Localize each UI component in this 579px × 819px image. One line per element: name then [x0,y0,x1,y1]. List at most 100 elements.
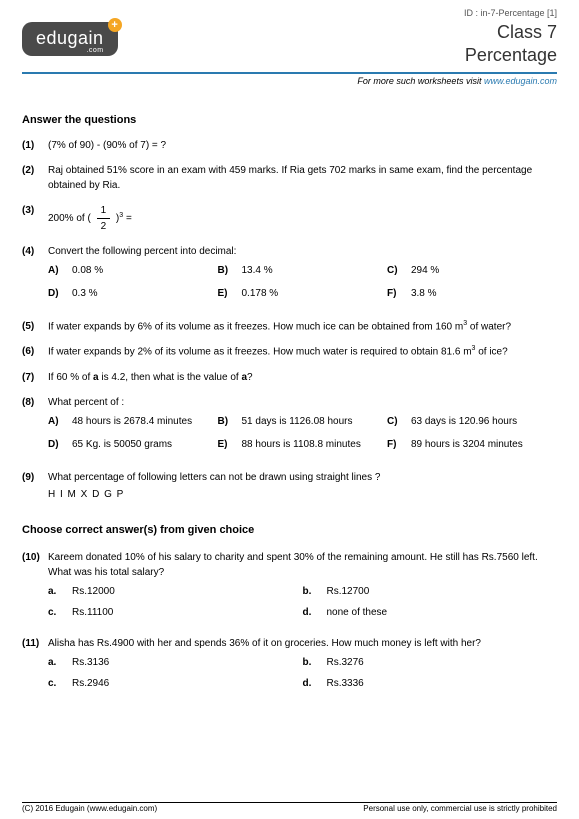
option-c: C)63 days is 120.96 hours [387,414,556,429]
qbody: Convert the following percent into decim… [48,244,557,309]
opt-label: c. [48,605,72,620]
opt-label: c. [48,676,72,691]
opt-val: Rs.2946 [72,676,303,691]
q7-pre: If 60 % of [48,372,93,383]
option-d: d.none of these [303,605,558,620]
option-c: c.Rs.11100 [48,605,303,620]
opt-label: E) [217,286,241,301]
qnum: (9) [22,470,48,502]
fraction: 12 [97,203,111,234]
qnum: (3) [22,203,48,234]
option-f: F)89 hours is 3204 minutes [387,437,556,452]
opt-val: Rs.3276 [327,655,558,670]
qnum: (11) [22,636,48,697]
option-d: D)0.3 % [48,286,217,301]
section2-title: Choose correct answer(s) from given choi… [22,524,557,536]
qnum: (1) [22,138,48,153]
logo: + edugain .com [22,22,118,56]
opt-label: F) [387,437,411,452]
footer-left: (C) 2016 Edugain (www.edugain.com) [22,804,157,813]
q9-text: What percentage of following letters can… [48,470,557,485]
q5-post: of water? [467,321,511,332]
opt-label: d. [303,605,327,620]
question-11: (11) Alisha has Rs.4900 with her and spe… [22,636,557,697]
opt-val: 294 % [411,263,556,278]
topic-line: Percentage [465,45,557,66]
opt-val: 48 hours is 2678.4 minutes [72,414,217,429]
qnum: (2) [22,163,48,193]
id-line: ID : in-7-Percentage [1] [22,8,557,18]
opt-val: Rs.3336 [327,676,558,691]
visit-line: For more such worksheets visit www.eduga… [22,76,557,86]
opt-label: a. [48,584,72,599]
qbody: What percentage of following letters can… [48,470,557,502]
q6-pre: If water expands by 2% of its volume as … [48,347,472,358]
q3-tail: = [123,213,132,224]
qbody: Alisha has Rs.4900 with her and spends 3… [48,636,557,697]
opt-val: Rs.11100 [72,605,303,620]
opt-label: F) [387,286,411,301]
opt-val: 0.3 % [72,286,217,301]
q11-text: Alisha has Rs.4900 with her and spends 3… [48,636,557,651]
qnum: (7) [22,370,48,385]
qbody: What percent of : A)48 hours is 2678.4 m… [48,395,557,460]
visit-link[interactable]: www.edugain.com [484,76,557,86]
visit-prefix: For more such worksheets visit [357,76,484,86]
opt-val: 0.08 % [72,263,217,278]
opt-val: 3.8 % [411,286,556,301]
option-a: a.Rs.12000 [48,584,303,599]
option-b: B)13.4 % [217,263,386,278]
opt-val: 65 Kg. is 50050 grams [72,437,217,452]
footer: (C) 2016 Edugain (www.edugain.com) Perso… [22,802,557,813]
qnum: (10) [22,550,48,626]
footer-right: Personal use only, commercial use is str… [363,804,557,813]
question-1: (1) (7% of 90) - (90% of 7) = ? [22,138,557,153]
q6-post: of ice? [475,347,507,358]
question-5: (5) If water expands by 6% of its volume… [22,319,557,334]
opt-val: none of these [327,605,558,620]
opt-label: D) [48,286,72,301]
opt-label: b. [303,655,327,670]
divider [22,72,557,74]
q3-pre: 200% of ( [48,213,94,224]
option-b: b.Rs.12700 [303,584,558,599]
section1-title: Answer the questions [22,114,557,126]
q10-text: Kareem donated 10% of his salary to char… [48,550,557,580]
options: a.Rs.3136 b.Rs.3276 c.Rs.2946 d.Rs.3336 [48,655,557,697]
option-b: b.Rs.3276 [303,655,558,670]
question-8: (8) What percent of : A)48 hours is 2678… [22,395,557,460]
opt-label: B) [217,414,241,429]
opt-val: 13.4 % [241,263,386,278]
qbody: If 60 % of a is 4.2, then what is the va… [48,370,557,385]
qnum: (8) [22,395,48,460]
numerator: 1 [97,203,111,219]
question-6: (6) If water expands by 2% of its volume… [22,344,557,359]
option-b: B)51 days is 1126.08 hours [217,414,386,429]
opt-val: Rs.3136 [72,655,303,670]
q7-post: ? [247,372,253,383]
opt-label: A) [48,263,72,278]
opt-label: A) [48,414,72,429]
q9-letters: H I M X D G P [48,487,557,502]
opt-label: C) [387,414,411,429]
opt-label: B) [217,263,241,278]
worksheet-page: ID : in-7-Percentage [1] + edugain .com … [0,0,579,697]
opt-val: 0.178 % [241,286,386,301]
option-e: E)0.178 % [217,286,386,301]
qbody: (7% of 90) - (90% of 7) = ? [48,138,557,153]
option-d: D)65 Kg. is 50050 grams [48,437,217,452]
qbody: Kareem donated 10% of his salary to char… [48,550,557,626]
qnum: (6) [22,344,48,359]
option-c: C)294 % [387,263,556,278]
logo-text: edugain [36,28,104,49]
qnum: (5) [22,319,48,334]
option-a: A)0.08 % [48,263,217,278]
denominator: 2 [97,219,111,234]
opt-label: C) [387,263,411,278]
option-a: a.Rs.3136 [48,655,303,670]
option-a: A)48 hours is 2678.4 minutes [48,414,217,429]
options: a.Rs.12000 b.Rs.12700 c.Rs.11100 d.none … [48,584,557,626]
option-d: d.Rs.3336 [303,676,558,691]
q7-mid: is 4.2, then what is the value of [99,372,242,383]
question-4: (4) Convert the following percent into d… [22,244,557,309]
